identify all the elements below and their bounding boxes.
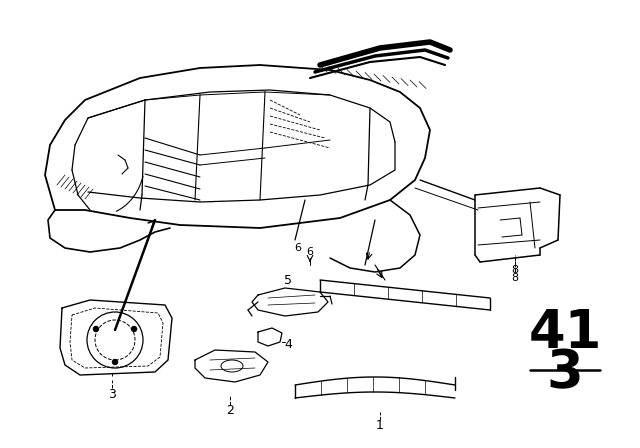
Text: 1: 1	[376, 418, 384, 431]
Text: 6: 6	[307, 247, 314, 257]
Circle shape	[113, 359, 118, 365]
Text: 5: 5	[284, 273, 292, 287]
Text: 41: 41	[528, 307, 602, 359]
Text: 2: 2	[226, 404, 234, 417]
Circle shape	[93, 327, 99, 332]
Text: 3: 3	[547, 347, 584, 399]
Circle shape	[132, 327, 136, 332]
Text: 6: 6	[294, 243, 301, 253]
Text: 4: 4	[284, 339, 292, 352]
Text: 8: 8	[511, 273, 518, 283]
Text: 8: 8	[511, 265, 518, 275]
Text: 3: 3	[108, 388, 116, 401]
